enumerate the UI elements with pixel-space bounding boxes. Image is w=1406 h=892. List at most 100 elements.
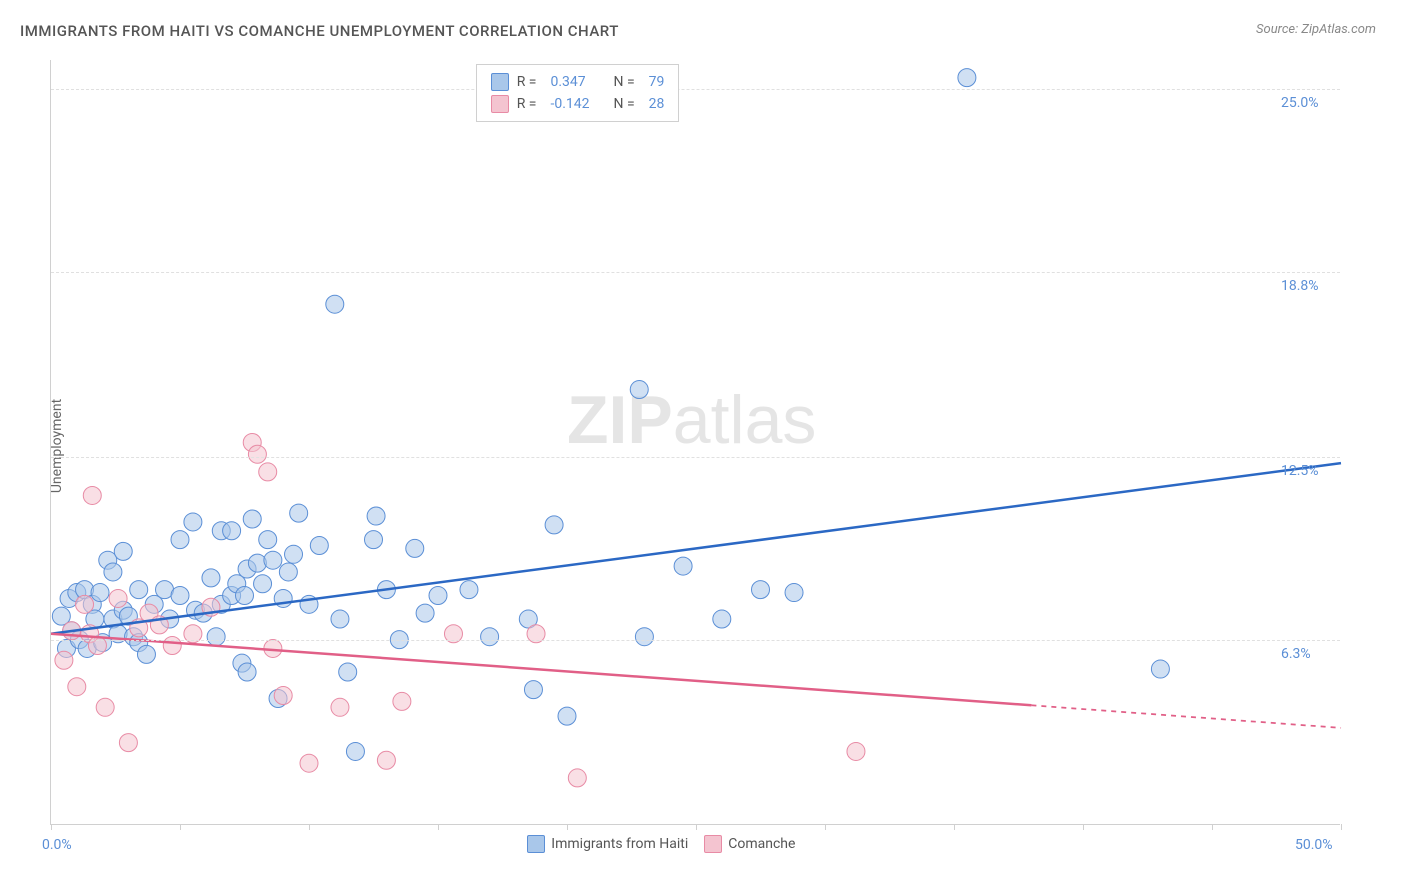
data-point (55, 651, 73, 669)
legend-n-value: 79 (649, 74, 665, 90)
data-point (326, 295, 344, 313)
data-point (958, 69, 976, 87)
x-tick (1083, 824, 1084, 830)
data-point (96, 698, 114, 716)
y-tick-label: 6.3% (1281, 646, 1311, 662)
x-tick (1341, 824, 1342, 830)
gridline (51, 457, 1340, 458)
data-point (137, 645, 155, 663)
legend-r-value: -0.142 (550, 96, 605, 112)
legend-label: Comanche (728, 836, 795, 852)
data-point (130, 581, 148, 599)
data-point (68, 678, 86, 696)
data-point (259, 531, 277, 549)
legend-item: Immigrants from Haiti (527, 835, 688, 853)
data-point (238, 663, 256, 681)
y-tick-label: 18.8% (1281, 278, 1319, 294)
data-point (393, 692, 411, 710)
data-point (785, 584, 803, 602)
legend-swatch (527, 835, 545, 853)
data-point (223, 522, 241, 540)
data-point (236, 587, 254, 605)
data-point (285, 545, 303, 563)
data-point (279, 563, 297, 581)
data-point (481, 628, 499, 646)
legend-n-label: N = (613, 96, 634, 112)
x-tick (696, 824, 697, 830)
trend-line (51, 463, 1341, 634)
legend-label: Immigrants from Haiti (551, 836, 688, 852)
legend-swatch (491, 95, 509, 113)
data-point (254, 575, 272, 593)
data-point (274, 687, 292, 705)
data-point (119, 734, 137, 752)
data-point (752, 581, 770, 599)
legend-n-label: N = (613, 74, 634, 90)
data-point (377, 751, 395, 769)
data-point (264, 551, 282, 569)
data-point (331, 610, 349, 628)
correlation-legend: R =0.347N =79R =-0.142N =28 (476, 64, 680, 122)
legend-item: Comanche (704, 835, 795, 853)
data-point (91, 584, 109, 602)
data-point (202, 569, 220, 587)
data-point (290, 504, 308, 522)
data-point (243, 510, 261, 528)
data-point (630, 381, 648, 399)
data-point (429, 587, 447, 605)
x-tick (954, 824, 955, 830)
data-point (300, 754, 318, 772)
data-point (635, 628, 653, 646)
data-point (76, 595, 94, 613)
legend-r-value: 0.347 (550, 74, 605, 90)
x-tick (180, 824, 181, 830)
data-point (367, 507, 385, 525)
x-tick (1212, 824, 1213, 830)
y-tick-label: 12.5% (1281, 463, 1319, 479)
chart-title: IMMIGRANTS FROM HAITI VS COMANCHE UNEMPL… (20, 22, 619, 40)
legend-r-label: R = (517, 74, 537, 90)
data-point (331, 698, 349, 716)
data-point (248, 445, 266, 463)
data-point (259, 463, 277, 481)
data-point (171, 587, 189, 605)
data-point (568, 769, 586, 787)
legend-row: R = 0.347 N = 79 (491, 71, 665, 93)
data-point (339, 663, 357, 681)
legend-swatch (704, 835, 722, 853)
trend-line-extrapolated (1031, 705, 1341, 728)
chart-plot-area: ZIPatlas 6.3%12.5%18.8%25.0% (50, 60, 1340, 825)
gridline (51, 640, 1340, 641)
data-point (248, 554, 266, 572)
data-point (109, 589, 127, 607)
data-point (416, 604, 434, 622)
data-point (545, 516, 563, 534)
data-point (104, 563, 122, 581)
data-point (365, 531, 383, 549)
data-point (171, 531, 189, 549)
x-tick (51, 824, 52, 830)
x-axis-label-max: 50.0% (1295, 837, 1333, 853)
data-point (406, 539, 424, 557)
x-axis-label-min: 0.0% (42, 837, 72, 853)
legend-swatch (491, 73, 509, 91)
source-attribution: Source: ZipAtlas.com (1256, 22, 1376, 37)
data-point (114, 542, 132, 560)
legend-r-label: R = (517, 96, 537, 112)
y-tick-label: 25.0% (1281, 95, 1319, 111)
x-tick (309, 824, 310, 830)
data-point (310, 536, 328, 554)
data-point (346, 742, 364, 760)
data-point (207, 628, 225, 646)
data-point (524, 681, 542, 699)
x-tick (438, 824, 439, 830)
gridline (51, 89, 1340, 90)
data-point (460, 581, 478, 599)
legend-row: R =-0.142N =28 (491, 93, 665, 115)
data-point (847, 742, 865, 760)
data-point (184, 513, 202, 531)
data-point (83, 486, 101, 504)
gridline (51, 272, 1340, 273)
series-legend: Immigrants from Haiti Comanche (527, 835, 795, 853)
data-point (713, 610, 731, 628)
